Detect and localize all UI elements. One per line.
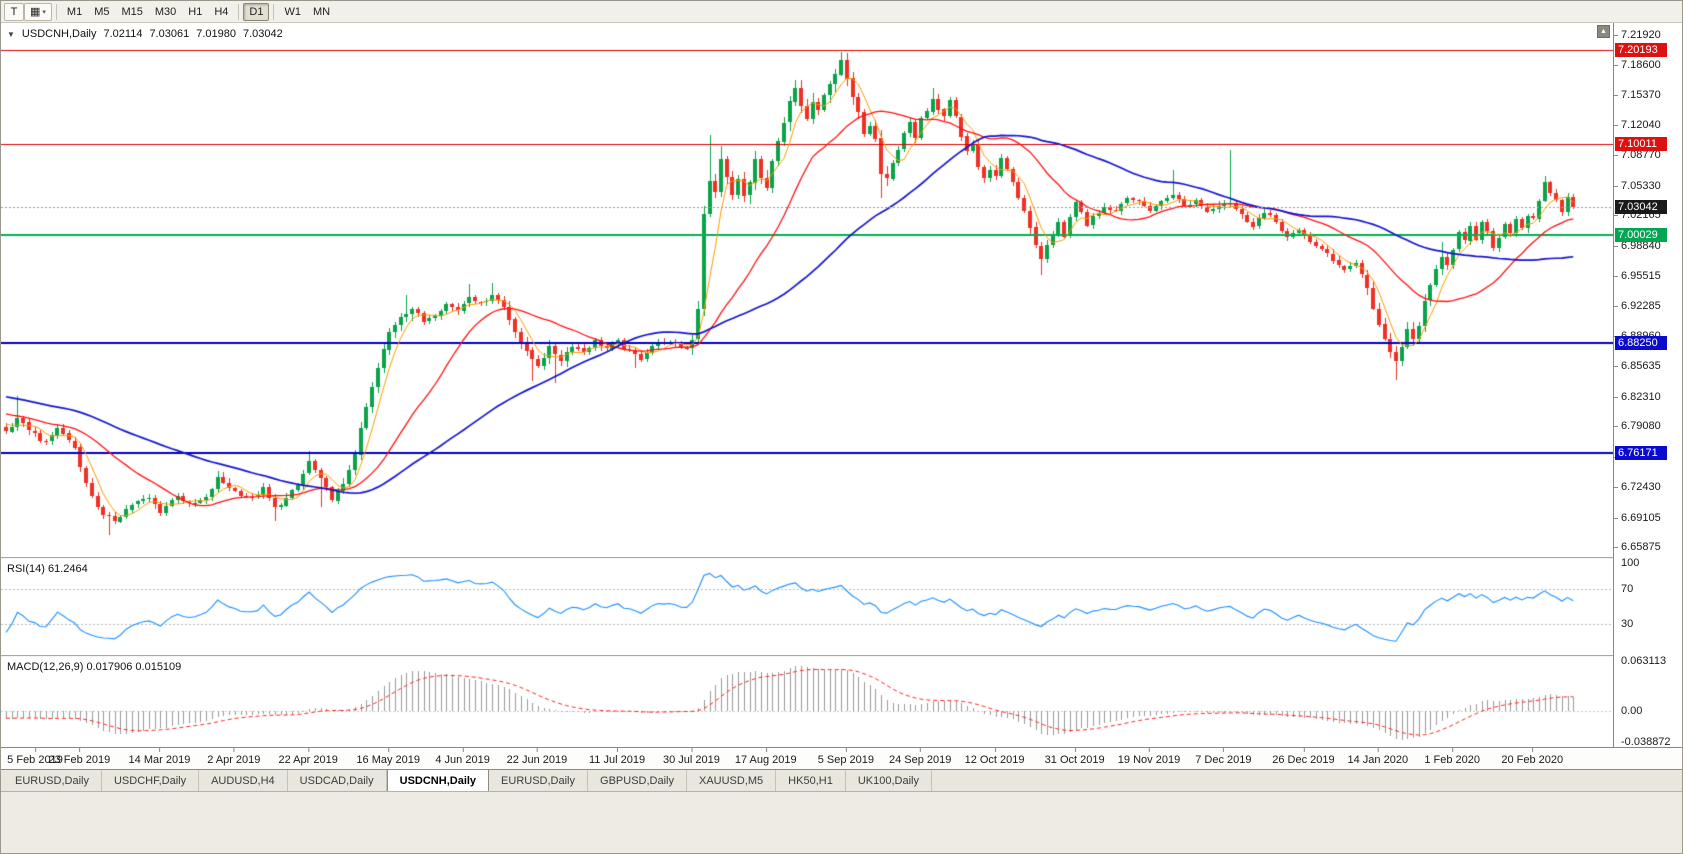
- timeframe-d1-button[interactable]: D1: [243, 2, 270, 21]
- date-label: 14 Jan 2020: [1347, 748, 1409, 766]
- price-badge: 7.10011: [1615, 136, 1667, 151]
- date-label: 23 Feb 2019: [48, 748, 111, 766]
- macd-indicator-label: MACD(12,26,9) 0.017906 0.015109: [7, 661, 182, 673]
- price-tick: 6.95515: [1614, 270, 1661, 283]
- ohlc-low: 7.01980: [196, 28, 236, 40]
- time-axis[interactable]: 5 Feb 2019 23 Feb 2019 14 Mar 2019 2 Apr 20…: [1, 747, 1682, 769]
- date-label: 16 May 2019: [356, 748, 421, 766]
- price-badge: 7.00029: [1615, 227, 1667, 242]
- price-tick: 7.05330: [1614, 180, 1661, 193]
- price-tick: 6.69105: [1614, 511, 1661, 524]
- price-tick: 6.65875: [1614, 541, 1661, 554]
- date-label: 22 Jun 2019: [506, 748, 568, 766]
- macd-scale-label: 0.00: [1621, 705, 1643, 718]
- date-label: 30 Jul 2019: [662, 748, 720, 766]
- date-label: 5 Feb 2019: [7, 748, 63, 766]
- chart-info-line: ▼ USDCNH,Daily 7.02114 7.03061 7.01980 7…: [7, 28, 290, 40]
- date-label: 14 Mar 2019: [128, 748, 191, 766]
- price-badge: 7.20193: [1615, 43, 1667, 58]
- rsi-scale-label: 70: [1621, 583, 1634, 596]
- templates-button[interactable]: T: [4, 2, 24, 21]
- price-badge: 6.88250: [1615, 335, 1667, 350]
- pane-splitter[interactable]: [1, 655, 1682, 657]
- date-label: 4 Jun 2019: [435, 748, 490, 766]
- price-tick: 7.08770: [1614, 148, 1661, 161]
- line-studies-button[interactable]: ▦ ▾: [24, 2, 52, 21]
- chevron-down-icon: ▾: [42, 8, 46, 16]
- chart-tab-hk50-h1[interactable]: HK50,H1: [776, 770, 846, 791]
- scroll-to-end-button[interactable]: ▲: [1597, 25, 1610, 38]
- chart-window-tabbar: EURUSD,Daily USDCHF,Daily AUDUSD,H4 USDCAD,…: [1, 769, 1682, 791]
- macd-scale-label: 0.063113: [1621, 655, 1667, 667]
- rsi-scale-label: 100: [1621, 557, 1640, 569]
- timeframe-h1-button[interactable]: H1: [188, 5, 203, 18]
- date-label: 26 Dec 2019: [1272, 748, 1335, 766]
- chart-tab-usdcnh-daily[interactable]: USDCNH,Daily: [386, 770, 490, 791]
- timeframe-mn-button[interactable]: MN: [312, 5, 331, 18]
- main-chart-canvas[interactable]: [1, 23, 1613, 557]
- date-label: 5 Sep 2019: [817, 748, 874, 766]
- status-area: [1, 791, 1682, 853]
- date-label: 17 Aug 2019: [734, 748, 797, 766]
- ohlc-open: 7.02114: [103, 28, 143, 40]
- date-label: 20 Feb 2020: [1501, 748, 1564, 766]
- date-label: 19 Nov 2019: [1117, 748, 1181, 766]
- price-badge: 6.76171: [1615, 446, 1667, 461]
- chart-tab-uk100-daily[interactable]: UK100,Daily: [845, 770, 932, 791]
- price-tick: 6.79080: [1614, 420, 1661, 433]
- chart-tab-usdcad-daily[interactable]: USDCAD,Daily: [287, 770, 387, 791]
- chart-tab-eurusd-daily[interactable]: EURUSD,Daily: [3, 770, 102, 791]
- toolbar-separator: [238, 3, 240, 20]
- timeframe-m1-button[interactable]: M1: [66, 5, 83, 18]
- price-tick: 6.82310: [1614, 390, 1661, 403]
- date-label: 11 Jul 2019: [588, 748, 646, 766]
- rsi-indicator-label: RSI(14) 61.2464: [7, 563, 88, 575]
- price-tick: 6.72430: [1614, 481, 1661, 494]
- chart-tab-gbpusd-daily[interactable]: GBPUSD,Daily: [588, 770, 687, 791]
- toolbar: T ▦ ▾ M1 M5 M15 M30 H1 H4 D1 W1 MN: [1, 1, 1682, 23]
- date-label: 7 Dec 2019: [1195, 748, 1252, 766]
- price-tick: 7.18600: [1614, 59, 1661, 72]
- macd-scale-label: -0.038872: [1621, 736, 1671, 748]
- chart-tab-usdchf-daily[interactable]: USDCHF,Daily: [101, 770, 200, 791]
- price-tick: 7.21920: [1614, 28, 1661, 41]
- price-badge: 7.03042: [1615, 200, 1667, 215]
- rsi-scale-label: 30: [1621, 617, 1634, 630]
- price-tick: 6.92285: [1614, 299, 1661, 312]
- macd-pane-canvas[interactable]: [1, 657, 1613, 747]
- date-label: 12 Oct 2019: [964, 748, 1025, 766]
- date-label: 1 Feb 2020: [1424, 748, 1480, 766]
- timeframe-m5-button[interactable]: M5: [94, 5, 110, 18]
- date-label: 2 Apr 2019: [207, 748, 261, 766]
- rsi-pane-canvas[interactable]: [1, 559, 1613, 655]
- one-click-trading-toggle[interactable]: ▼: [7, 29, 15, 39]
- pane-splitter[interactable]: [1, 557, 1682, 559]
- chart-symbol-period: USDCNH,Daily: [21, 28, 97, 40]
- ohlc-high: 7.03061: [149, 28, 190, 40]
- toolbar-separator: [273, 3, 275, 20]
- chart-tab-audusd-h4[interactable]: AUDUSD,H4: [199, 770, 288, 791]
- date-label: 31 Oct 2019: [1044, 748, 1105, 766]
- price-scale[interactable]: 7.21920 7.18600 7.15370 7.12040 7.08770 7.053…: [1613, 23, 1682, 748]
- price-tick: 6.85635: [1614, 360, 1661, 373]
- chart-tab-eurusd-daily[interactable]: EURUSD,Daily: [489, 770, 589, 791]
- chart-tab-xauusd-m5[interactable]: XAUUSD,M5: [686, 770, 777, 791]
- price-tick: 7.12040: [1614, 119, 1661, 132]
- timeframe-w1-button[interactable]: W1: [284, 5, 301, 18]
- toolbar-separator: [55, 3, 57, 20]
- timeframe-m30-button[interactable]: M30: [154, 5, 177, 18]
- date-label: 22 Apr 2019: [278, 748, 338, 766]
- price-tick: 6.98840: [1614, 239, 1661, 252]
- ohlc-close: 7.03042: [242, 28, 283, 40]
- date-label: 24 Sep 2019: [888, 748, 952, 766]
- price-tick: 7.15370: [1614, 88, 1661, 101]
- timeframe-h4-button[interactable]: H4: [214, 5, 229, 18]
- timeframe-m15-button[interactable]: M15: [121, 5, 143, 18]
